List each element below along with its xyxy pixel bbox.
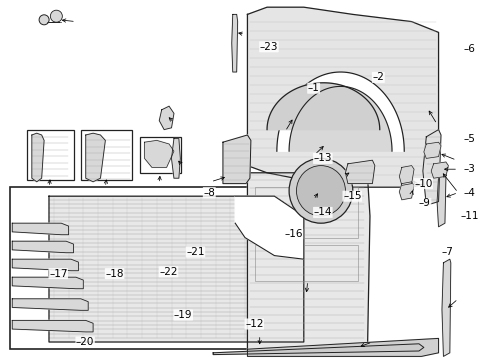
Polygon shape [437, 173, 446, 227]
Text: –2: –2 [372, 72, 384, 82]
Bar [81, 130, 132, 180]
Text: –16: –16 [284, 229, 303, 239]
Polygon shape [247, 7, 439, 187]
Text: –1: –1 [308, 83, 319, 93]
Polygon shape [399, 166, 414, 185]
Circle shape [39, 15, 49, 25]
Text: –22: –22 [159, 267, 178, 277]
Text: –5: –5 [463, 134, 475, 144]
Polygon shape [267, 83, 380, 130]
Polygon shape [442, 259, 451, 356]
Polygon shape [145, 140, 174, 167]
Text: –6: –6 [463, 44, 475, 54]
Text: –9: –9 [419, 198, 431, 208]
Polygon shape [235, 196, 304, 259]
Circle shape [50, 10, 62, 22]
Polygon shape [12, 259, 78, 271]
Polygon shape [424, 142, 441, 158]
Polygon shape [289, 86, 392, 151]
Text: –15: –15 [343, 191, 362, 201]
Bar [27, 130, 74, 180]
Text: –20: –20 [76, 337, 94, 347]
Text: –3: –3 [463, 164, 475, 174]
Bar [10, 187, 274, 349]
Polygon shape [399, 182, 414, 200]
Text: –7: –7 [441, 247, 453, 257]
Polygon shape [223, 135, 251, 184]
Text: –8: –8 [203, 188, 215, 198]
Text: –17: –17 [49, 269, 68, 279]
Polygon shape [49, 196, 304, 342]
Polygon shape [232, 14, 238, 72]
Text: –4: –4 [463, 188, 475, 198]
Polygon shape [86, 133, 105, 182]
Polygon shape [32, 133, 44, 182]
Text: –10: –10 [414, 179, 433, 189]
Text: –18: –18 [105, 269, 124, 279]
Polygon shape [12, 299, 88, 310]
Text: –23: –23 [260, 42, 278, 52]
Text: –13: –13 [314, 153, 332, 163]
Bar [255, 245, 358, 281]
Polygon shape [431, 162, 448, 178]
Text: –12: –12 [245, 319, 264, 329]
Text: –21: –21 [186, 247, 205, 257]
Text: –11: –11 [461, 211, 479, 221]
Polygon shape [12, 277, 83, 289]
Polygon shape [247, 173, 370, 353]
Bar [140, 137, 181, 173]
Polygon shape [423, 130, 441, 205]
Bar [255, 187, 358, 238]
Polygon shape [12, 223, 69, 235]
Polygon shape [247, 338, 439, 356]
Polygon shape [277, 72, 404, 151]
Polygon shape [345, 160, 375, 184]
Polygon shape [213, 344, 424, 355]
Text: –14: –14 [314, 207, 332, 217]
Polygon shape [12, 320, 93, 332]
Ellipse shape [296, 166, 345, 216]
Text: –19: –19 [174, 310, 193, 320]
Polygon shape [172, 139, 180, 178]
Polygon shape [12, 241, 74, 253]
Ellipse shape [289, 158, 353, 223]
Polygon shape [159, 106, 174, 130]
